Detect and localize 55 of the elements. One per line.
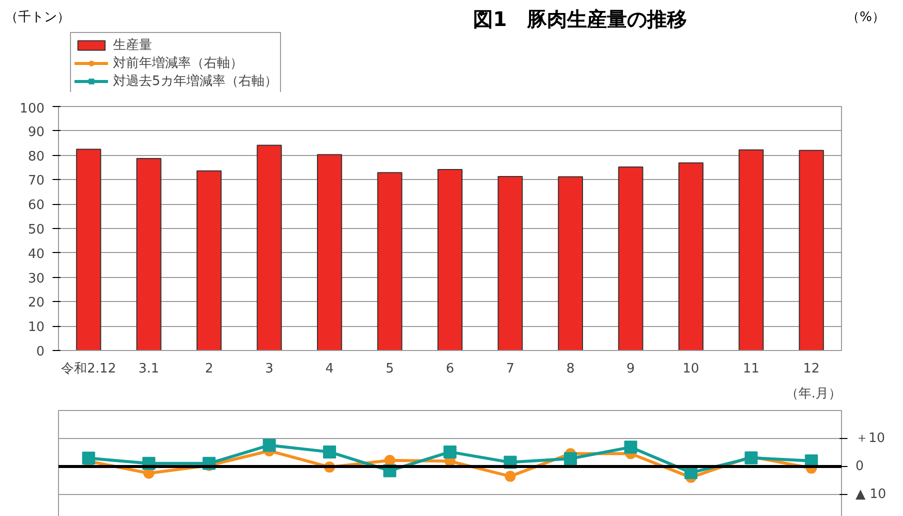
bar (136, 158, 162, 350)
x-tick-label: 10 (682, 362, 700, 376)
point (262, 438, 276, 452)
y-tick-label: 70 (28, 174, 45, 189)
point (323, 445, 336, 458)
y-tick-label: 30 (28, 271, 45, 286)
y-tick-label: ＋10 (856, 431, 886, 446)
legend-label: 生産量 (113, 37, 152, 54)
bar (316, 154, 342, 350)
x-tick-label: 3.1 (138, 362, 160, 376)
y-tick-label: ▲ 10 (856, 487, 886, 502)
y-tick-label: 80 (28, 149, 45, 164)
x-tick-label: 5 (386, 362, 394, 376)
chart-title: 図1 豚肉生産量の推移 (473, 6, 687, 33)
x-tick-label: 令和2.12 (61, 362, 116, 376)
y-tick-label: 10 (28, 320, 45, 336)
bar (738, 149, 764, 350)
y-tick-label: 20 (28, 296, 45, 311)
point (444, 445, 456, 458)
bar (558, 176, 584, 350)
y-tick-label: 90 (28, 124, 45, 140)
y-tick-label: 40 (28, 246, 45, 262)
x-tick-label: 9 (626, 362, 635, 376)
text: （%） (846, 9, 885, 27)
legend-label: 対過去5カ年増減率（右軸） (113, 72, 278, 90)
bar (256, 144, 282, 350)
y-tick-label: 100 (20, 102, 45, 116)
bar (678, 162, 704, 350)
bar (76, 148, 102, 350)
legend-label: 対前年増減率（右軸） (113, 54, 243, 72)
y-axis-title: （千トン） (5, 9, 70, 27)
bar (377, 172, 402, 350)
bar (196, 170, 222, 350)
x-tick-label: 6 (446, 362, 454, 376)
x-tick-label: 7 (506, 362, 514, 376)
y-tick-label: 60 (28, 198, 45, 214)
point (504, 470, 516, 482)
bar (437, 168, 463, 350)
x-tick-label: 8 (566, 362, 575, 376)
x-tick-label: 2 (204, 362, 214, 376)
y-tick-label: 50 (28, 222, 45, 238)
point (624, 440, 638, 454)
bar (618, 166, 644, 350)
point (82, 452, 96, 465)
x-axis-title: （年.月） (785, 386, 842, 402)
x-tick-label: 11 (742, 362, 760, 376)
x-tick-label: 3 (265, 362, 274, 376)
y-tick-label: 0 (36, 344, 45, 360)
x-tick-label: 4 (325, 362, 334, 376)
point (384, 454, 396, 466)
bar (798, 150, 824, 350)
x-tick-label: 12 (803, 362, 820, 376)
point (564, 452, 577, 466)
bar (498, 176, 523, 350)
y-tick-label: 0 (856, 459, 864, 474)
